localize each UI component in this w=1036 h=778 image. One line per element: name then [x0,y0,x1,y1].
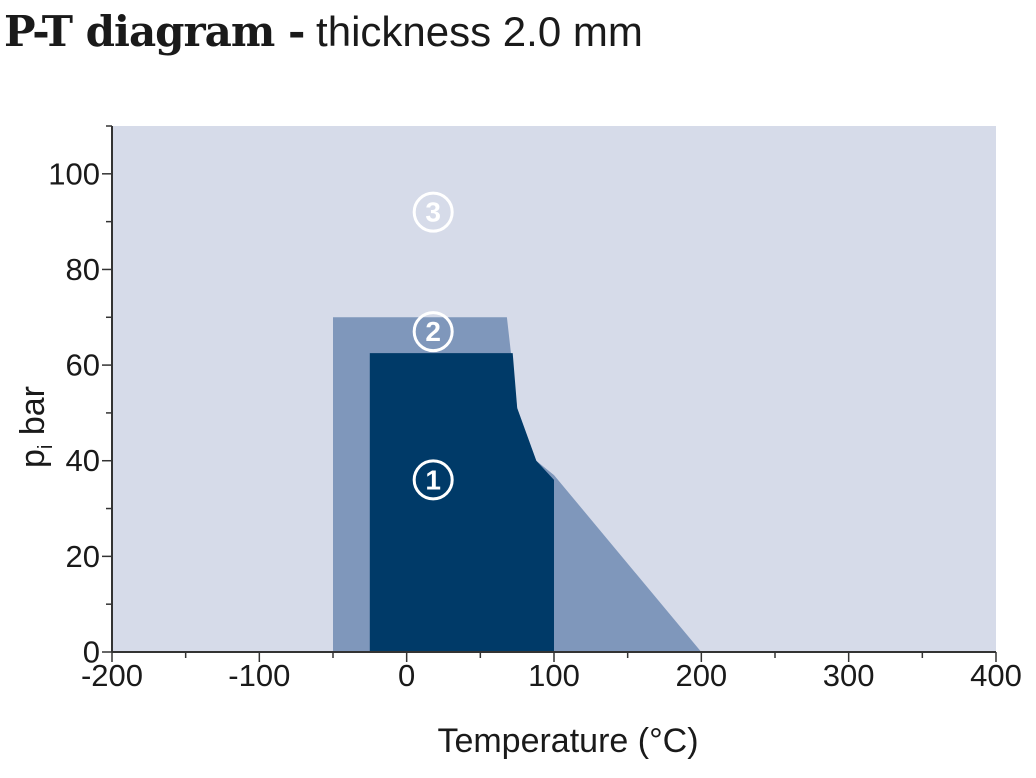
region-1 [369,353,554,652]
y-axis-title-unit: bar [14,386,52,445]
y-tick-label: 0 [83,635,100,670]
chart-title-bold: P-T diagram - [4,7,305,56]
region-label-circle-1 [412,459,454,501]
x-tick-label: 100 [528,658,580,693]
region-label-3: 3 [425,197,441,228]
region-label-2: 2 [425,316,441,347]
x-tick-label: 200 [675,658,727,693]
x-tick-label: -200 [81,658,143,693]
y-tick-label: 40 [66,443,100,478]
region-labels: 3 2 1 [412,191,454,501]
region-label-circle-2 [412,311,454,353]
y-tick-label: 100 [48,156,100,191]
y-axis-title-subscript: i [35,445,57,449]
y-tick-label: 20 [66,539,100,574]
y-axis-title-symbol: p [14,449,52,468]
x-tick-label: -100 [228,658,290,693]
region-label-1: 1 [425,464,441,495]
chart-title: P-T diagram - thickness 2.0 mm [4,4,643,60]
region-label-circle-3 [412,191,454,233]
y-tick-label: 80 [66,252,100,287]
x-tick-label: 300 [823,658,875,693]
chart-regions [112,126,996,652]
y-tick-label: 60 [66,348,100,383]
x-tick-label: 400 [970,658,1022,693]
y-axis-title: pi bar [14,386,57,468]
chart-title-light: thickness 2.0 mm [304,8,643,55]
chart-axes: 0 20 40 60 80 100 -200 -100 0 100 200 300 400 [48,125,1022,693]
x-axis-title: Temperature (°C) [437,722,698,760]
x-tick-label: 0 [398,658,415,693]
